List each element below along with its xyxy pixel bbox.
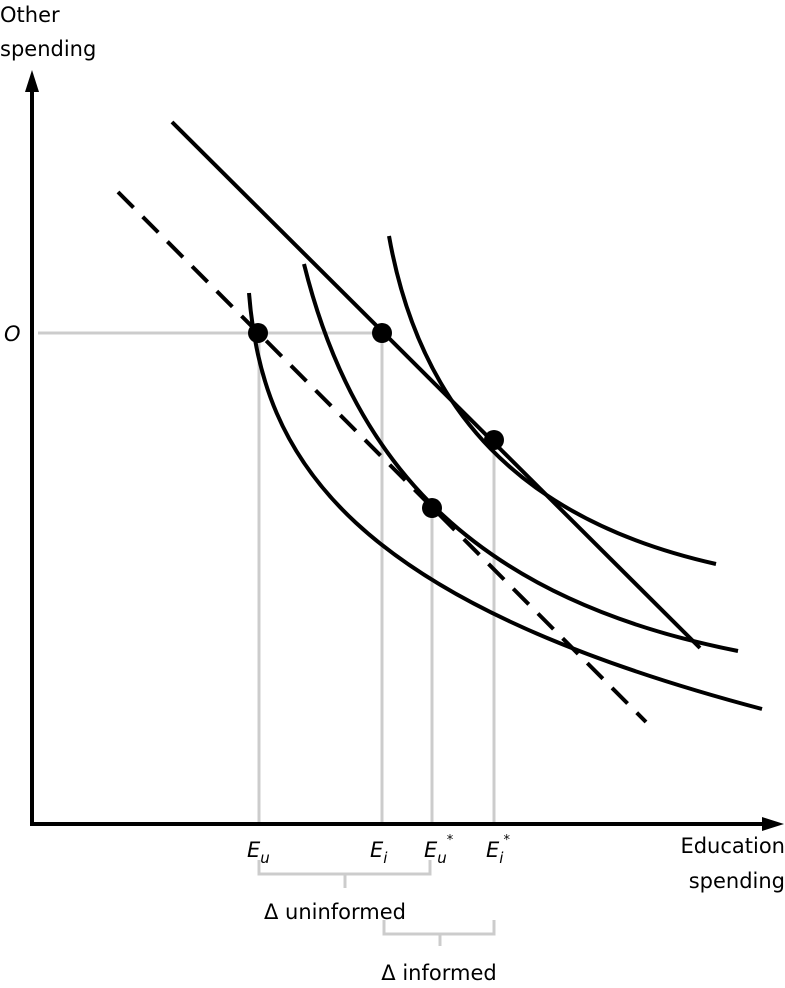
y-axis-label-line1: Other <box>0 3 60 27</box>
x-tick-eu-star-main: E <box>424 838 438 862</box>
y-tick-o: O <box>4 322 21 346</box>
x-tick-eu-star: Eu* <box>424 833 454 867</box>
informed-budget-line <box>170 120 702 650</box>
x-tick-ei-star-main: E <box>486 838 500 862</box>
x-tick-ei-star-sub: i <box>499 849 504 867</box>
x-tick-eu-main: E <box>247 838 261 862</box>
point-eu <box>248 323 268 343</box>
point-eu-star <box>422 498 442 518</box>
x-axis-label-line2: spending <box>689 869 785 893</box>
uninformed-budget-line-dashed <box>116 190 648 724</box>
brace-uninformed <box>257 860 432 888</box>
x-tick-ei: Ei <box>370 838 388 867</box>
x-tick-eu-star-sup: * <box>447 833 454 848</box>
x-tick-ei-star: Ei* <box>486 833 510 867</box>
x-axis-label-line1: Education <box>680 834 785 858</box>
x-axis-arrowhead <box>762 817 784 831</box>
point-ei <box>372 323 392 343</box>
indifference-curve-mid <box>302 263 739 653</box>
indifference-curve-low <box>247 292 763 711</box>
x-tick-eu-sub: u <box>260 849 270 867</box>
equilibrium-points <box>248 323 504 518</box>
x-tick-ei-main: E <box>370 838 384 862</box>
delta-informed-label: Δ informed <box>381 961 496 985</box>
axes <box>25 70 784 831</box>
delta-uninformed-label: Δ uninformed <box>264 900 406 924</box>
x-tick-eu-star-sub: u <box>437 849 447 867</box>
point-ei-star <box>484 430 504 450</box>
brace-informed <box>382 920 496 946</box>
y-axis-arrowhead <box>25 70 39 92</box>
x-tick-ei-sub: i <box>383 849 388 867</box>
y-axis-label-line2: spending <box>0 37 96 61</box>
x-tick-ei-star-sup: * <box>503 833 510 848</box>
x-tick-eu: Eu <box>247 838 270 867</box>
